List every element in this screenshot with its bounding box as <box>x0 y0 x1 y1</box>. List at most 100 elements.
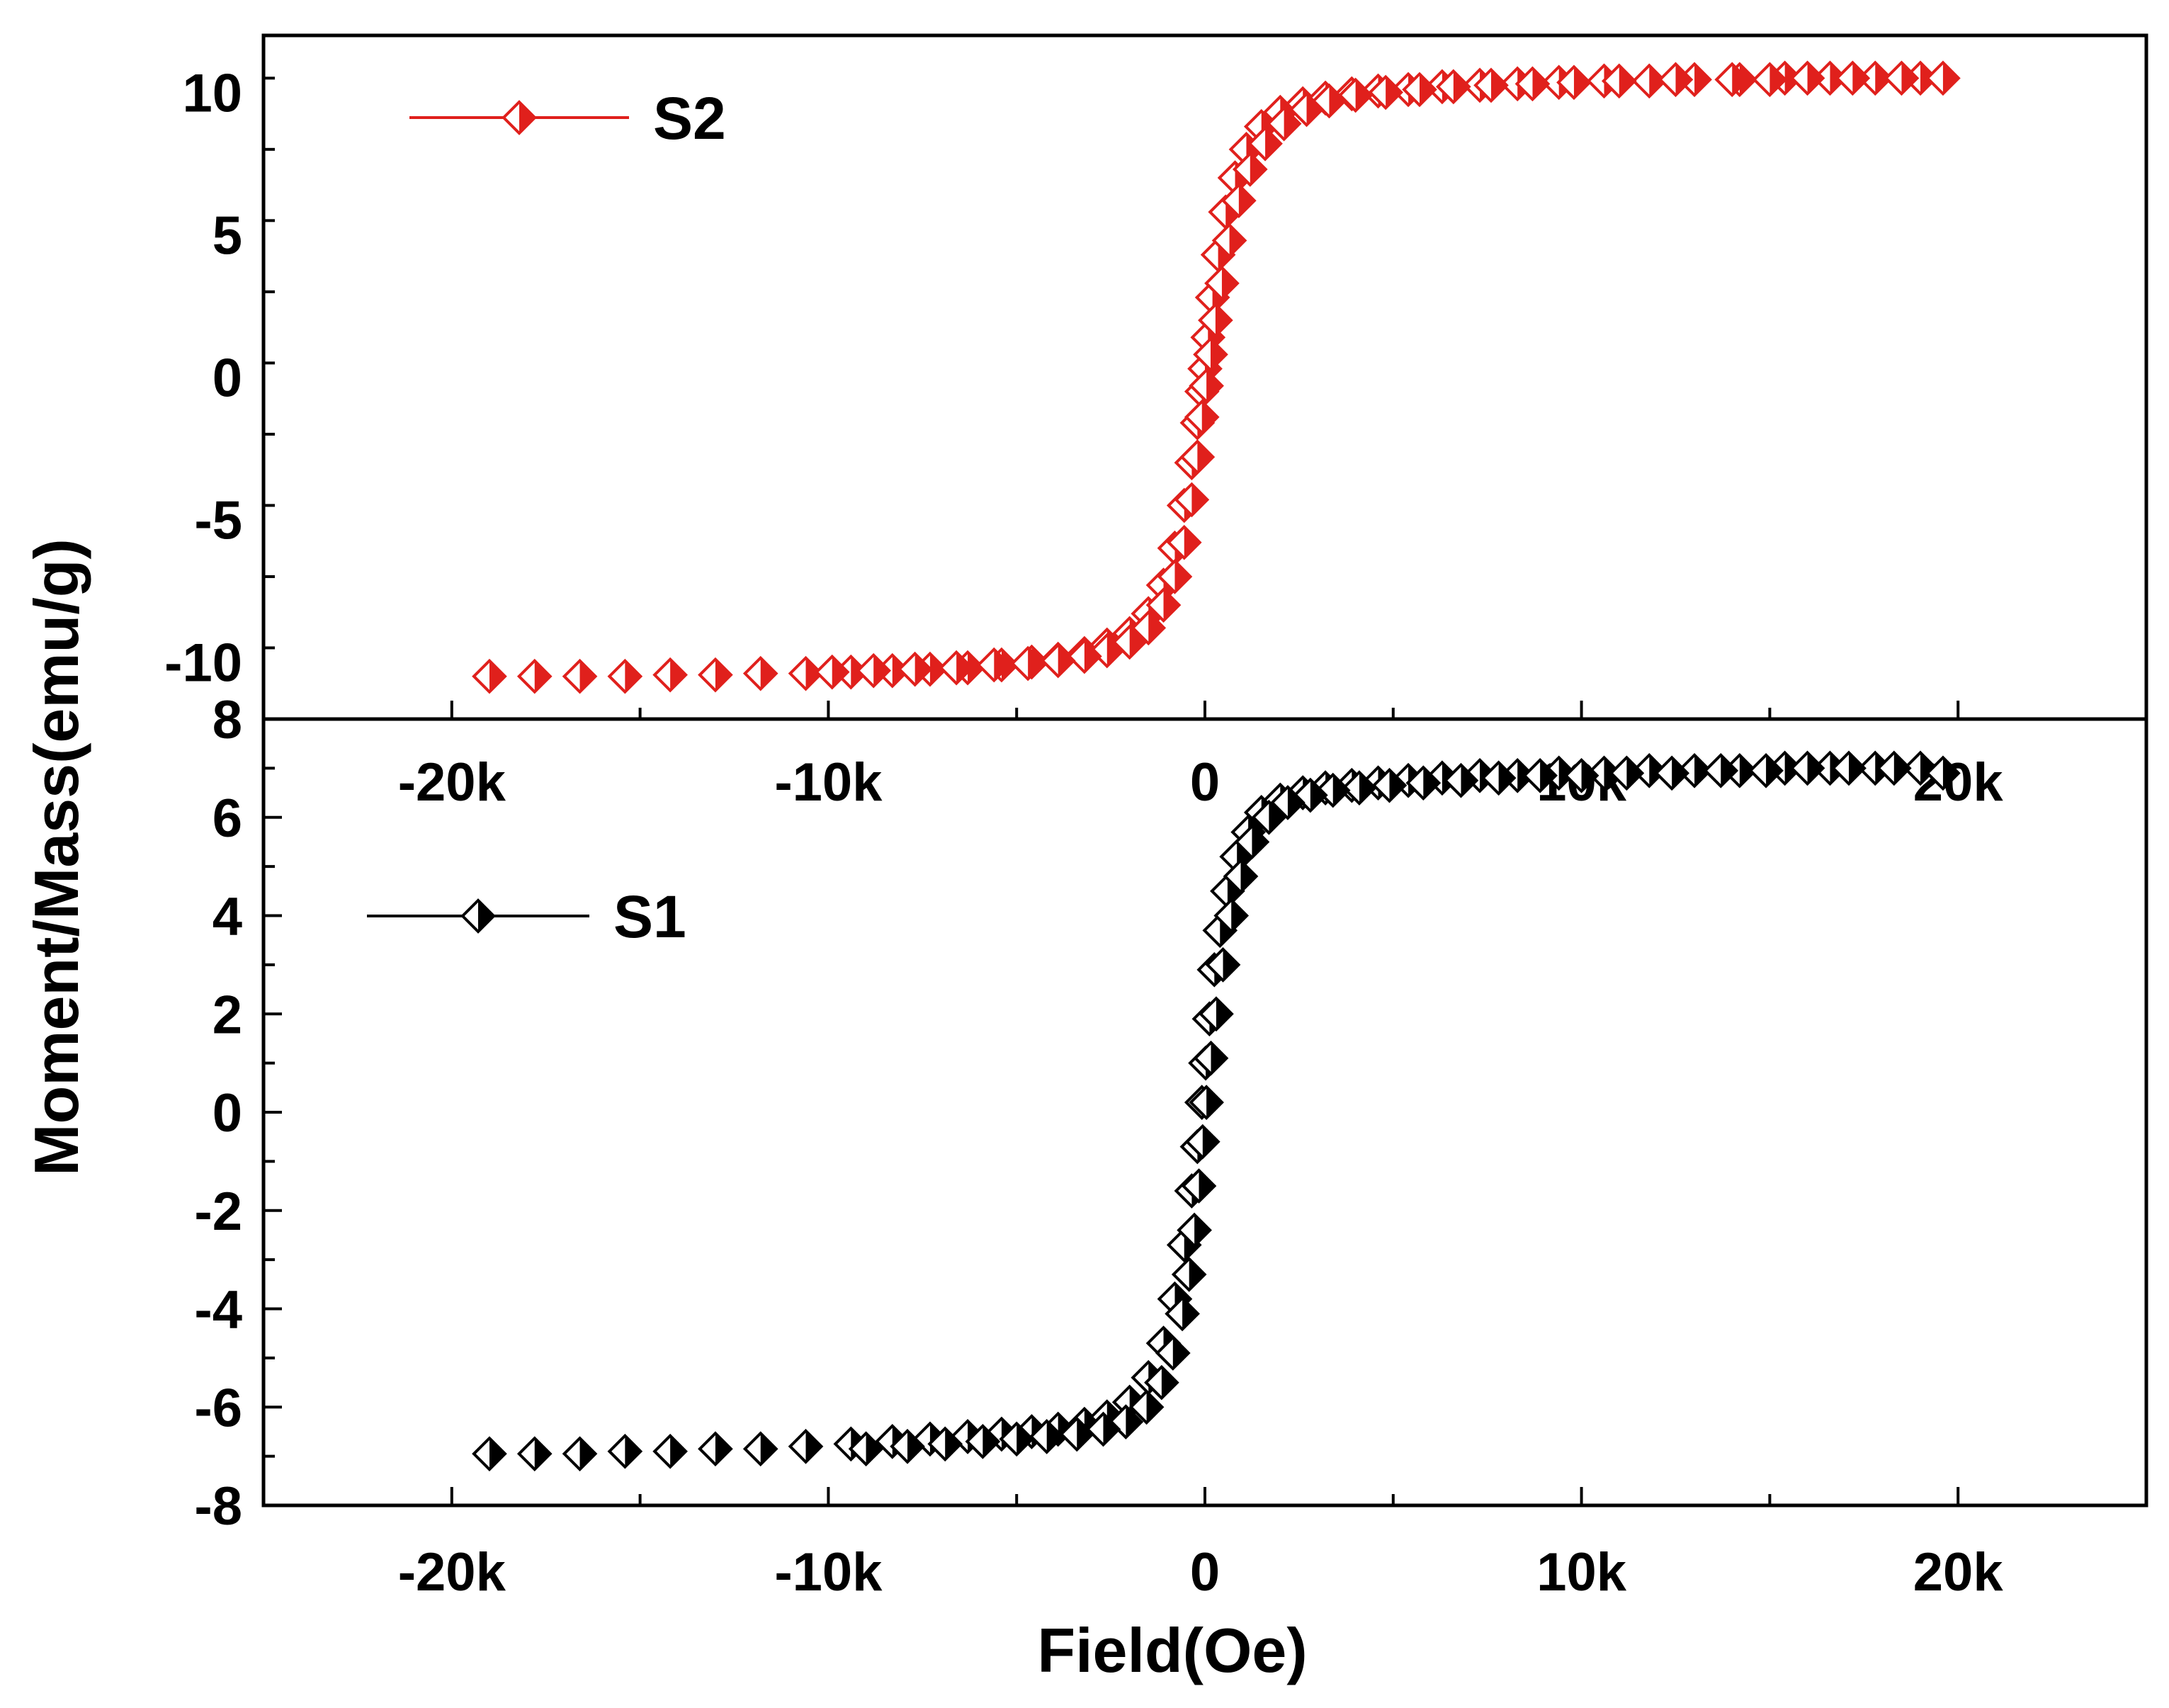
data-point <box>562 658 598 694</box>
y-tick-label: 0 <box>213 349 242 409</box>
data-point <box>1703 753 1739 788</box>
y-tick-label: -8 <box>194 1476 242 1537</box>
data-point <box>1204 265 1240 301</box>
y-tick-label: -10 <box>164 633 242 694</box>
y-tick-label: 4 <box>213 887 242 947</box>
data-point <box>742 655 778 691</box>
bottom-legend: S1 <box>367 883 686 950</box>
data-point <box>1405 765 1442 801</box>
data-point <box>927 1426 963 1462</box>
data-point <box>1371 767 1408 803</box>
x-tick-label: -10k <box>774 1542 883 1602</box>
data-point <box>516 1436 553 1471</box>
data-point <box>890 1428 925 1464</box>
y-tick-label: 6 <box>213 788 242 849</box>
data-point <box>562 1436 598 1471</box>
data-point <box>607 1433 643 1469</box>
data-point <box>939 650 974 686</box>
data-point <box>1266 106 1302 142</box>
data-point <box>1337 77 1374 113</box>
data-point <box>1232 152 1268 187</box>
y-tick-label: 10 <box>182 63 242 123</box>
data-point <box>1480 760 1517 796</box>
data-point <box>1189 1085 1224 1120</box>
top-series-S2 <box>472 60 1961 694</box>
data-point <box>788 1428 824 1464</box>
data-point <box>1876 750 1912 786</box>
data-point <box>1601 63 1637 99</box>
x-tick-label: -20k <box>398 1542 506 1602</box>
data-point <box>1563 757 1599 793</box>
data-point <box>1184 1124 1221 1160</box>
data-point <box>788 655 824 691</box>
y-tick-label: -6 <box>194 1378 242 1438</box>
data-point <box>1221 183 1257 219</box>
data-point <box>472 658 507 694</box>
y-tick-label: -4 <box>194 1280 242 1340</box>
data-point <box>1193 336 1228 373</box>
data-point <box>1654 755 1690 791</box>
data-point <box>1289 91 1325 128</box>
bottom-series-S1 <box>472 750 1961 1471</box>
data-point <box>1179 439 1216 475</box>
top-legend-label: S2 <box>653 85 726 152</box>
data-point <box>607 658 643 694</box>
data-point <box>1010 645 1046 681</box>
data-point <box>1315 772 1351 808</box>
data-point <box>897 651 933 687</box>
data-point <box>1177 1212 1212 1248</box>
data-point <box>1181 1168 1217 1204</box>
data-point <box>1473 67 1509 103</box>
bottom-legend-marker <box>460 898 496 934</box>
legend-marker-S1 <box>460 898 496 934</box>
x-tick-label: -20k <box>398 752 506 813</box>
data-point <box>1789 60 1825 96</box>
data-point <box>698 1431 733 1467</box>
data-point <box>1184 399 1220 435</box>
data-point <box>1789 750 1825 786</box>
data-point <box>1223 859 1259 894</box>
data-point <box>652 1433 688 1469</box>
data-point <box>1155 1335 1191 1371</box>
x-tick-label: -10k <box>774 752 883 813</box>
data-point <box>1247 125 1283 162</box>
data-point <box>516 658 553 694</box>
data-point <box>1631 63 1667 99</box>
data-point <box>698 657 733 693</box>
data-point <box>1342 770 1377 805</box>
data-point <box>1522 757 1558 793</box>
data-point <box>1193 1040 1229 1076</box>
data-point <box>1205 947 1241 983</box>
data-point <box>1171 1257 1207 1292</box>
x-tick-label: 0 <box>1190 1542 1220 1602</box>
top-legend: S2 <box>409 85 726 152</box>
data-point <box>1436 69 1471 105</box>
data-point <box>1270 785 1306 820</box>
data-point <box>856 652 892 689</box>
y-tick-label: -5 <box>194 491 242 551</box>
y-tick-label: 2 <box>213 985 242 1045</box>
data-point <box>1402 72 1437 108</box>
data-point <box>742 1431 778 1467</box>
data-point <box>1213 898 1250 934</box>
data-point <box>1085 1411 1121 1447</box>
data-point <box>1514 66 1551 102</box>
data-point <box>1157 559 1193 594</box>
x-tick-label: 20k <box>1913 1542 2004 1602</box>
data-point <box>1166 524 1202 560</box>
data-point <box>1368 74 1403 111</box>
data-point <box>1211 222 1247 259</box>
data-point <box>1556 64 1592 101</box>
data-point <box>1903 750 1938 786</box>
data-point <box>1040 643 1076 679</box>
data-point <box>1884 60 1920 96</box>
data-point <box>1234 824 1270 860</box>
data-point <box>1925 60 1961 96</box>
data-point <box>1443 762 1479 798</box>
data-point <box>1835 60 1871 96</box>
x-tick-label: 0 <box>1190 752 1220 813</box>
data-point <box>1059 1416 1095 1452</box>
data-point <box>472 1436 507 1471</box>
x-axis-title: Field(Oe) <box>1037 1615 1307 1685</box>
data-point <box>1677 753 1712 788</box>
